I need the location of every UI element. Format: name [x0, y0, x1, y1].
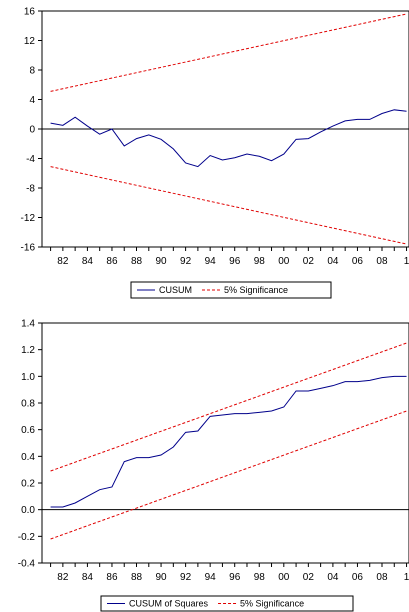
- x-tick-label: 84: [82, 256, 94, 267]
- legend-box: [130, 281, 332, 299]
- x-tick-label: 06: [352, 572, 364, 583]
- y-tick-label: 8: [29, 66, 35, 77]
- y-tick-label: 1.2: [21, 345, 35, 356]
- y-tick-label: -12: [21, 213, 36, 224]
- y-tick-label: 1.4: [21, 319, 35, 330]
- y-tick-label: 4: [29, 95, 35, 106]
- chart-2: -0.4 -0.2 0.0 0.2 0.4 0.6 0.8 1.0 1.2 1.4 82 84 86 88…: [18, 319, 409, 612]
- legend: CUSUM of Squares 5% Significance: [100, 595, 354, 612]
- x-tick-label: 06: [352, 256, 364, 267]
- legend: CUSUM 5% Significance: [130, 281, 332, 299]
- x-tick-label: 90: [155, 572, 167, 583]
- x-tick-label: 02: [303, 256, 315, 267]
- x-tick-label: 94: [205, 572, 217, 583]
- x-tick-label: 88: [131, 572, 143, 583]
- y-tick-label: -16: [21, 243, 36, 254]
- x-tick-label: 04: [327, 256, 339, 267]
- series-line-1: [50, 109, 407, 168]
- y-tick-label: -4: [26, 154, 35, 165]
- y-tick-label: 0.8: [21, 399, 35, 410]
- plot-frame: [41, 322, 409, 564]
- x-tick-label: 98: [254, 572, 266, 583]
- x-tick-label: 98: [254, 256, 266, 267]
- x-tick-label: 86: [106, 572, 118, 583]
- series-line-2: [50, 13, 407, 92]
- y-tick-label: -0.2: [18, 532, 36, 543]
- x-tick-label: 08: [376, 572, 388, 583]
- legend-label: CUSUM of Squares: [129, 599, 209, 609]
- x-tick-label: 92: [180, 572, 192, 583]
- y-tick-label: 0.4: [21, 452, 35, 463]
- x-tick-label: 92: [180, 256, 192, 267]
- y-tick-label: 16: [24, 7, 36, 18]
- y-tick-label: -0.4: [18, 559, 36, 570]
- series-line-3: [50, 410, 407, 540]
- x-tick-label: 94: [205, 256, 217, 267]
- x-tick-label: 96: [229, 256, 241, 267]
- x-tick-label: 82: [57, 256, 69, 267]
- series-line-3: [50, 166, 407, 245]
- x-tick-label: 82: [57, 572, 69, 583]
- y-tick-label: 0.2: [21, 479, 35, 490]
- x-tick-label: 1: [404, 256, 409, 267]
- legend-box: [100, 595, 354, 612]
- x-tick-label: 84: [82, 572, 94, 583]
- y-tick-label: 1.0: [21, 372, 35, 383]
- y-tick-label: 0.6: [21, 425, 35, 436]
- series-line-2: [50, 342, 407, 472]
- legend-label: 5% Significance: [224, 285, 288, 295]
- x-tick-label: 90: [155, 256, 167, 267]
- y-tick-label: -8: [26, 184, 35, 195]
- x-tick-label: 00: [278, 572, 290, 583]
- y-tick-label: 0.0: [21, 505, 35, 516]
- x-tick-label: 96: [229, 572, 241, 583]
- legend-label: CUSUM: [159, 285, 192, 295]
- x-tick-label: 86: [106, 256, 118, 267]
- y-tick-label: 12: [24, 36, 36, 47]
- x-tick-label: 04: [327, 572, 339, 583]
- x-tick-label: 88: [131, 256, 143, 267]
- x-tick-label: 1: [404, 572, 409, 583]
- x-tick-label: 02: [303, 572, 315, 583]
- x-tick-label: 00: [278, 256, 290, 267]
- y-tick-label: 0: [29, 125, 35, 136]
- x-tick-label: 08: [376, 256, 388, 267]
- legend-label: 5% Significance: [240, 599, 304, 609]
- series-line-1: [50, 375, 407, 508]
